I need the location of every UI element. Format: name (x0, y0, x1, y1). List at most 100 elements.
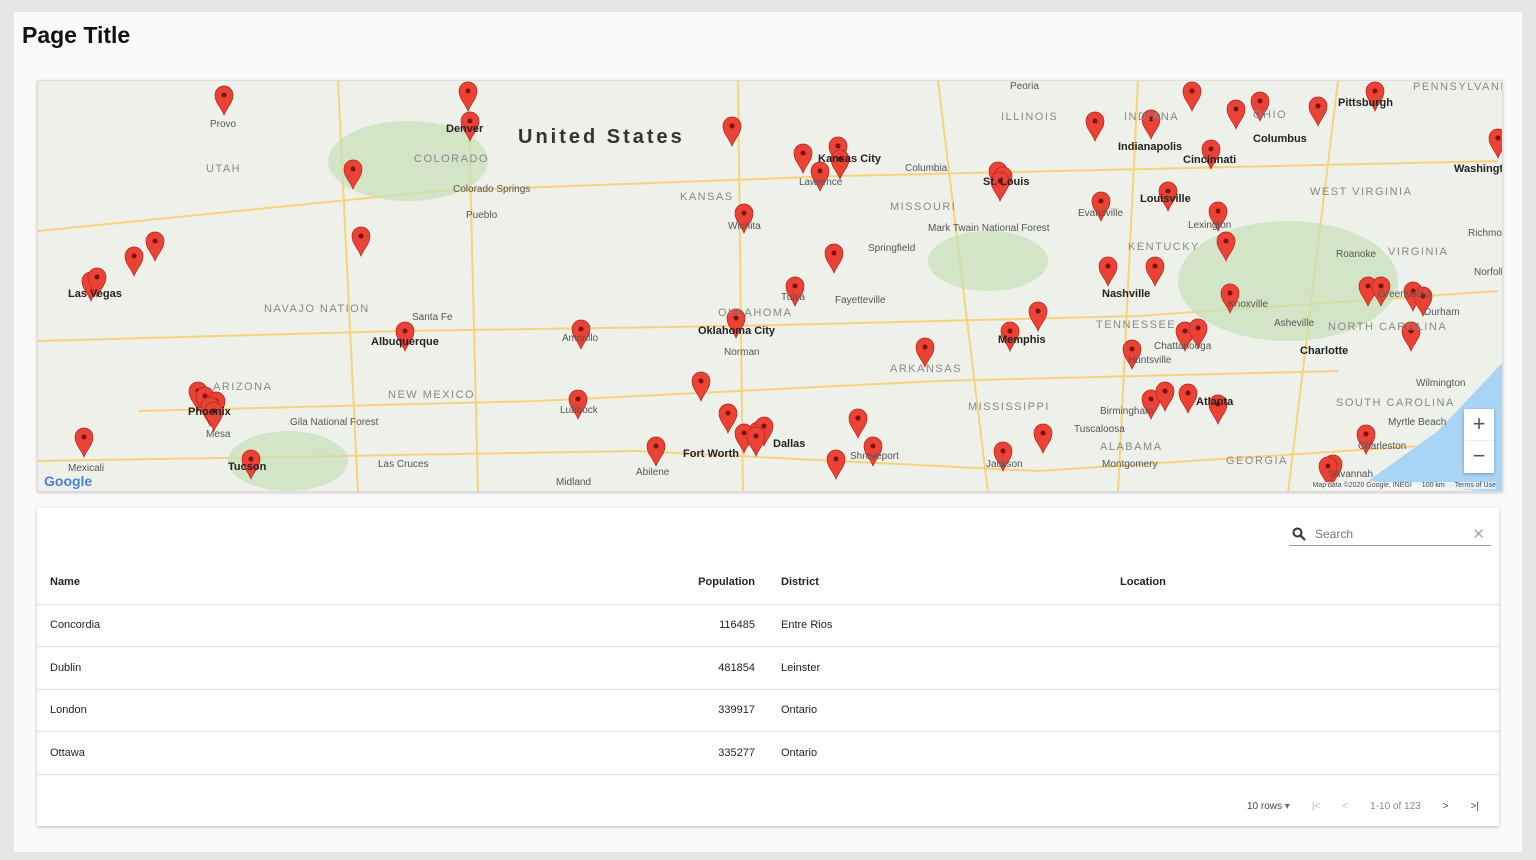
map-marker-dot (1092, 118, 1098, 124)
map-marker[interactable] (145, 231, 165, 262)
map-marker[interactable] (571, 319, 591, 350)
map-marker[interactable] (1220, 283, 1240, 314)
map-marker[interactable] (824, 243, 844, 274)
column-header-district[interactable]: District (755, 560, 1120, 605)
map-marker[interactable] (1365, 81, 1385, 112)
place-label: Knoxville (1228, 299, 1269, 310)
map-marker-dot (1182, 328, 1188, 334)
map-marker[interactable] (1028, 301, 1048, 332)
search-field[interactable]: ✕ (1289, 522, 1491, 546)
map-marker[interactable] (722, 116, 742, 147)
map-marker-dot (1000, 448, 1006, 454)
map-marker[interactable] (915, 337, 935, 368)
map-marker[interactable] (343, 159, 363, 190)
map-marker[interactable] (1188, 318, 1208, 349)
map-marker[interactable] (646, 436, 666, 467)
map-marker[interactable] (1371, 276, 1391, 307)
map-marker[interactable] (1226, 99, 1246, 130)
map-marker[interactable] (568, 389, 588, 420)
map-marker[interactable] (1098, 256, 1118, 287)
map-marker[interactable] (395, 321, 415, 352)
map-marker[interactable] (1141, 389, 1161, 420)
map-marker[interactable] (1155, 381, 1175, 412)
map-marker[interactable] (1413, 286, 1433, 317)
map-marker[interactable] (1208, 201, 1228, 232)
map-marker[interactable] (460, 111, 480, 142)
map-marker[interactable] (1033, 423, 1053, 454)
state-label: NORTH CAROLINA (1328, 321, 1448, 333)
map-marker[interactable] (863, 436, 883, 467)
map-marker[interactable] (785, 276, 805, 307)
table-row[interactable]: Concordia 116485 Entre Rios (37, 604, 1499, 647)
map-marker-dot (1148, 116, 1154, 122)
column-header-population[interactable]: Population (617, 560, 755, 605)
cell-district: Ontario (755, 731, 1120, 775)
map-marker[interactable] (1216, 231, 1236, 262)
map-marker[interactable] (848, 408, 868, 439)
map-marker[interactable] (1356, 424, 1376, 455)
map-marker[interactable] (726, 308, 746, 339)
map-marker[interactable] (1141, 109, 1161, 140)
map-marker[interactable] (124, 246, 144, 277)
google-logo: Google (44, 473, 93, 489)
map-marker[interactable] (1488, 128, 1503, 159)
map-marker[interactable] (351, 226, 371, 257)
map-marker-dot (725, 410, 731, 416)
next-page-icon[interactable]: > (1442, 801, 1449, 812)
map-marker[interactable] (1000, 321, 1020, 352)
place-label: Amarillo (562, 333, 599, 344)
map-marker[interactable] (1122, 339, 1142, 370)
map-marker[interactable] (1401, 321, 1421, 352)
search-input[interactable] (1315, 526, 1473, 541)
table-row[interactable]: Ottawa 335277 Ontario (37, 731, 1499, 775)
column-header-location[interactable]: Location (1120, 560, 1499, 605)
table-row[interactable]: Dublin 481854 Leinster (37, 646, 1499, 690)
zoom-out-button[interactable]: − (1472, 443, 1486, 468)
map-marker[interactable] (241, 449, 261, 480)
first-page-icon[interactable]: |< (1311, 801, 1321, 812)
map-marker[interactable] (1145, 256, 1165, 287)
city-label: Charlotte (1300, 345, 1349, 357)
map-marker[interactable] (1308, 96, 1328, 127)
map-marker[interactable] (990, 171, 1010, 202)
city-label: Washington (1454, 163, 1503, 175)
map-marker[interactable] (810, 161, 830, 192)
map-marker[interactable] (1250, 91, 1270, 122)
place-label: Mark Twain National Forest (928, 223, 1050, 234)
map-marker[interactable] (826, 449, 846, 480)
map-marker[interactable] (718, 403, 738, 434)
zoom-in-button[interactable]: + (1464, 409, 1494, 441)
map-marker-dot (578, 326, 584, 332)
column-header-name[interactable]: Name (37, 560, 617, 605)
map-marker[interactable] (746, 426, 766, 457)
map-marker[interactable] (793, 143, 813, 174)
map-marker[interactable] (74, 427, 94, 458)
table-row[interactable]: London 339917 Ontario (37, 689, 1499, 732)
rows-per-page-select[interactable]: 10 rows ▾ (1247, 801, 1290, 812)
map-marker[interactable] (204, 401, 224, 432)
map-marker-dot (1148, 396, 1154, 402)
map-marker[interactable] (87, 267, 107, 298)
previous-page-icon[interactable]: < (1342, 801, 1349, 812)
cell-district: Leinster (755, 646, 1120, 690)
map-marker[interactable] (214, 85, 234, 116)
map-marker[interactable] (1182, 81, 1202, 112)
map-marker[interactable] (1091, 191, 1111, 222)
last-page-icon[interactable]: >| (1470, 801, 1479, 812)
terms-link[interactable]: Terms of Use (1454, 482, 1496, 489)
map-marker[interactable] (993, 441, 1013, 472)
map-marker[interactable] (734, 203, 754, 234)
map-marker[interactable] (1318, 456, 1338, 487)
map-marker[interactable] (1085, 111, 1105, 142)
map-marker-dot (1495, 135, 1501, 141)
map[interactable]: United States UTAH COLORADO KANSAS MISSOURI I… (37, 80, 1503, 492)
map-marker[interactable] (1158, 181, 1178, 212)
map-marker[interactable] (1178, 383, 1198, 414)
map-marker[interactable] (691, 371, 711, 402)
map-marker[interactable] (1208, 394, 1228, 425)
map-marker[interactable] (1201, 139, 1221, 170)
clear-search-icon[interactable]: ✕ (1472, 525, 1485, 543)
state-label: OHIO (1253, 109, 1288, 121)
map-marker[interactable] (458, 81, 478, 112)
map-marker[interactable] (830, 149, 850, 180)
